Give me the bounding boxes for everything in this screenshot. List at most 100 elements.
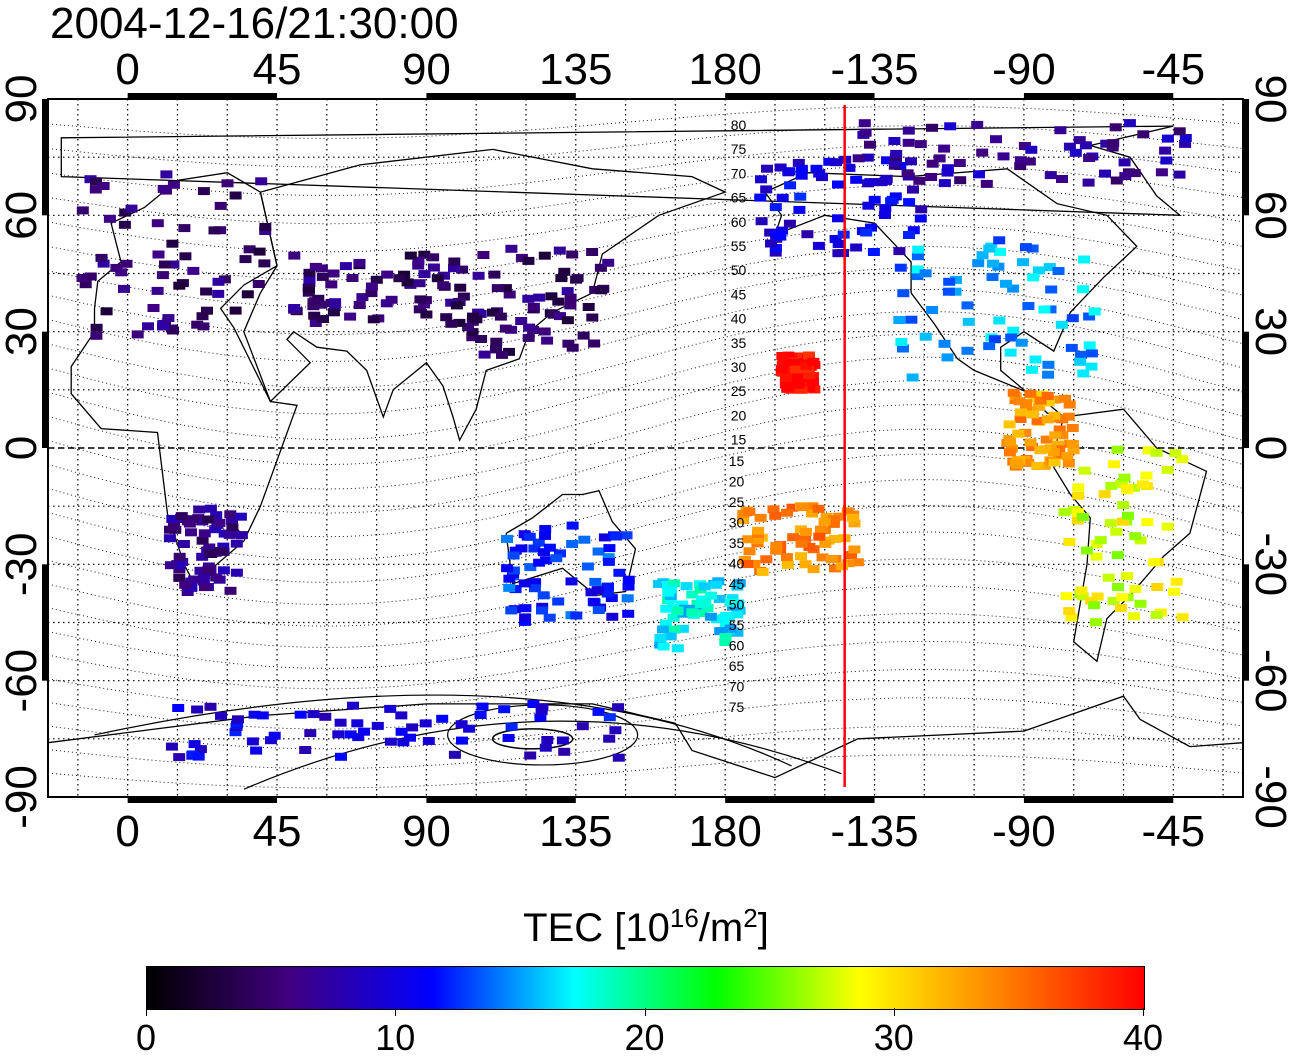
tec-patch	[1024, 389, 1037, 398]
latitude-tick-label-right: 60	[1246, 191, 1292, 240]
frame-segment	[426, 93, 576, 99]
map-title: 2004-12-16/21:30:00	[50, 0, 459, 48]
tec-patch	[173, 281, 186, 290]
tec-patch	[1083, 341, 1096, 350]
tec-patch	[503, 574, 516, 583]
tec-patch	[801, 230, 814, 239]
tec-patch	[103, 214, 116, 223]
magnetic-contour	[47, 144, 1244, 196]
tec-patch	[519, 617, 531, 626]
tec-patch	[769, 248, 782, 257]
tec-patch	[501, 534, 513, 543]
tec-patch	[163, 534, 176, 543]
tec-patch	[902, 138, 915, 147]
tec-patch	[589, 577, 602, 586]
tec-patch	[954, 176, 967, 185]
tec-patch	[942, 164, 954, 173]
tec-patch	[100, 307, 113, 316]
tec-patch	[178, 224, 191, 233]
tec-patch	[230, 539, 243, 548]
tec-patch	[662, 588, 675, 597]
tec-patch	[724, 598, 737, 607]
tec-patch	[748, 559, 761, 568]
tec-patch	[1007, 284, 1020, 293]
tec-patch	[334, 718, 347, 727]
tec-patch	[914, 140, 927, 149]
tec-patch	[754, 513, 767, 522]
tec-patch	[754, 193, 767, 202]
tec-patch	[859, 128, 872, 137]
longitude-tick-label-bottom: 180	[688, 807, 761, 856]
tec-patch	[864, 178, 877, 187]
tec-patch	[507, 551, 520, 560]
tec-patch	[252, 280, 265, 288]
tec-patch	[223, 530, 236, 539]
tec-patch	[566, 343, 579, 352]
tec-patch	[926, 123, 938, 132]
tec-patch	[622, 582, 635, 591]
tec-patch	[547, 310, 560, 319]
colorbar-title-exponent: 16	[669, 903, 699, 933]
frame-segment	[1243, 99, 1249, 216]
tec-patch	[1026, 443, 1039, 452]
tec-patch	[594, 263, 607, 272]
tec-patch	[1048, 458, 1061, 467]
tec-patch	[1076, 592, 1089, 601]
tec-patch	[230, 568, 243, 577]
tec-patch	[601, 589, 614, 598]
contour-label-north: 25	[731, 383, 747, 399]
tec-patch	[397, 738, 410, 747]
tec-patch	[1023, 157, 1036, 166]
tec-patch	[536, 703, 549, 712]
tec-patch	[1159, 146, 1172, 155]
tec-patch	[412, 261, 425, 270]
colorbar	[146, 966, 1145, 1010]
latitude-tick-label-right: -60	[1246, 649, 1292, 713]
tec-patch	[89, 185, 102, 194]
contour-label-south: 25	[729, 494, 745, 510]
tec-patch	[756, 567, 769, 576]
tec-patch	[731, 610, 744, 619]
tec-patch	[518, 579, 531, 588]
frame-segment	[1023, 93, 1174, 99]
tec-patch	[319, 712, 332, 721]
tec-patch	[288, 304, 301, 312]
tec-patch	[499, 324, 512, 333]
tec-patch	[1088, 601, 1101, 610]
tec-patch	[490, 345, 502, 354]
tec-patch	[719, 638, 732, 646]
tec-patch	[188, 575, 201, 584]
tec-patch	[1161, 522, 1174, 531]
tec-patch	[1033, 402, 1046, 411]
tec-patch	[194, 745, 207, 754]
tec-patch	[889, 158, 902, 167]
latitude-tick-label-left: 0	[0, 436, 46, 460]
tec-patch	[770, 546, 783, 555]
tec-patch	[1063, 537, 1076, 546]
tec-patch	[983, 342, 996, 351]
tec-patch	[370, 275, 383, 284]
tec-patch	[463, 724, 476, 733]
longitude-tick-label-top: 180	[688, 45, 761, 94]
tec-patch	[288, 251, 301, 260]
tec-patch	[515, 317, 528, 325]
tec-patch	[352, 733, 365, 742]
tec-patch	[1105, 481, 1118, 490]
tec-patch	[893, 316, 906, 324]
tec-patch	[76, 274, 89, 282]
magnetic-contour	[47, 585, 1244, 669]
tec-patch	[186, 750, 199, 759]
tec-patch	[1120, 484, 1133, 493]
tec-patch	[118, 220, 131, 229]
tec-patch	[1109, 123, 1122, 132]
tec-patch	[515, 544, 528, 553]
tec-patch	[427, 263, 440, 272]
tec-patch	[84, 272, 97, 281]
tec-patch	[384, 704, 397, 713]
tec-patch	[605, 594, 618, 603]
tec-patch	[799, 534, 811, 543]
tec-patch	[1075, 350, 1088, 359]
latitude-tick-label-right: -30	[1246, 533, 1292, 597]
tec-patch	[976, 148, 989, 157]
tec-patch	[1111, 551, 1124, 560]
